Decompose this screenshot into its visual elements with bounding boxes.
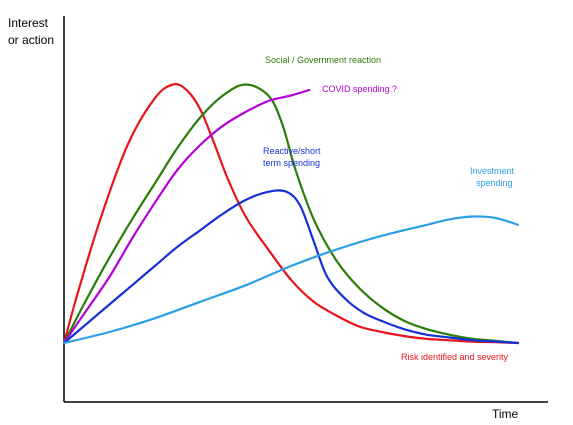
annotation-investment: Investment <box>470 166 515 176</box>
annotation-reactive-short: Reactive/short <box>263 146 321 156</box>
investment-series-line <box>62 215 520 345</box>
risk-series-line <box>62 83 520 345</box>
reactive-spending-series-line <box>62 189 520 345</box>
annotation-risk-identified-severity: Risk identified and severity <box>401 352 509 362</box>
annotation-covid-spending: COVID spending ? <box>322 84 397 94</box>
annotation-spending: spending <box>476 178 513 188</box>
social-government-series-line <box>62 83 520 345</box>
covid-spending-series-line <box>62 88 311 345</box>
annotation-term-spending: term spending <box>263 158 320 168</box>
y-axis-label-line1: Interest <box>8 16 49 30</box>
y-axis-label-line2: or action <box>8 33 54 47</box>
annotation-social-government-reaction: Social / Government reaction <box>265 55 381 65</box>
x-axis-label: Time <box>492 407 519 421</box>
series-layer <box>62 83 520 345</box>
